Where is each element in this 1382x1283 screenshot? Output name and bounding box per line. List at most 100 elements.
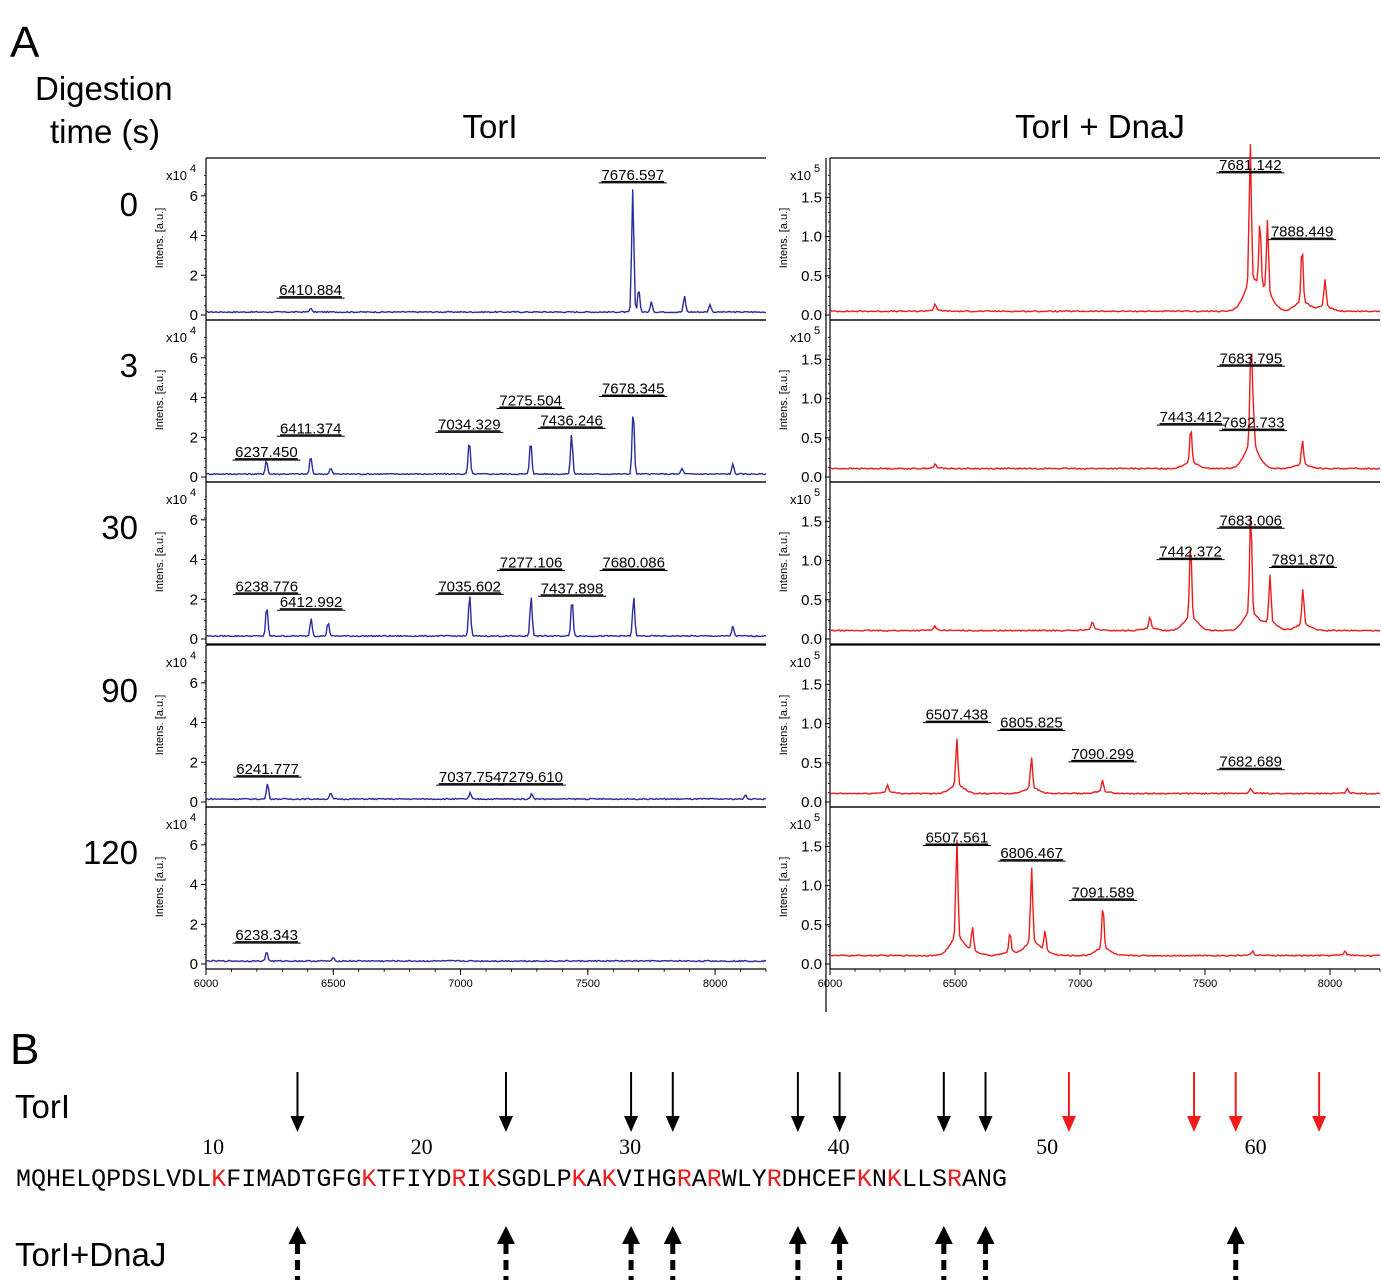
y-tick-label: 0 xyxy=(190,794,198,811)
y-tick-label: 2 xyxy=(190,916,198,933)
peak-label: 6806.467 xyxy=(1000,845,1063,862)
y-tick-label: 6 xyxy=(190,512,198,529)
residue: K xyxy=(856,1165,872,1194)
peak-label: 7683.006 xyxy=(1219,512,1282,529)
residue: G xyxy=(992,1165,1008,1194)
residue: F xyxy=(226,1165,242,1194)
y-axis-label: Intens. [a.u.] xyxy=(778,370,790,431)
y-axis-exponent-power: 5 xyxy=(814,812,820,824)
y-tick-label: 6 xyxy=(190,350,198,367)
peak-label: 6410.884 xyxy=(279,282,342,299)
digestion-label-2: time (s) xyxy=(50,113,160,150)
y-axis-label: Intens. [a.u.] xyxy=(154,532,166,593)
y-axis-exponent-power: 4 xyxy=(190,812,196,824)
y-axis-exponent-power: 4 xyxy=(190,163,196,175)
y-axis-exponent-power: 4 xyxy=(190,325,196,337)
y-tick-label: 0.5 xyxy=(801,268,822,285)
y-axis-exponent-power: 4 xyxy=(190,650,196,662)
residue: L xyxy=(151,1165,167,1194)
residue: G xyxy=(316,1165,332,1194)
spectrum-line xyxy=(830,516,1381,633)
residue: I xyxy=(631,1165,647,1194)
peak-label: 7680.086 xyxy=(602,554,665,571)
y-tick-label: 4 xyxy=(190,390,198,407)
y-tick-label: 0.5 xyxy=(801,430,822,447)
residue: D xyxy=(121,1165,137,1194)
peak-label: 6805.825 xyxy=(1000,715,1063,732)
y-tick-label: 6 xyxy=(190,188,198,205)
y-tick-label: 1.5 xyxy=(801,838,822,855)
peak-label: 7676.597 xyxy=(601,167,664,184)
peak-label: 6411.374 xyxy=(280,420,341,437)
peak-label: 6238.343 xyxy=(235,927,298,944)
residue: N xyxy=(871,1165,887,1194)
y-axis-exponent: x10 xyxy=(790,817,811,832)
cleavage-arrowhead xyxy=(832,1116,847,1132)
x-tick-label: 6000 xyxy=(194,978,218,990)
cleavage-arrowhead xyxy=(1187,1116,1202,1132)
residue: R xyxy=(706,1165,722,1194)
residue: S xyxy=(136,1165,152,1194)
residue: D xyxy=(781,1165,797,1194)
sequence-number: 40 xyxy=(827,1134,850,1159)
y-tick-label: 0 xyxy=(190,956,198,973)
x-tick-label: 6000 xyxy=(818,978,842,990)
protected-arrowhead xyxy=(934,1226,953,1244)
y-tick-label: 0.0 xyxy=(801,956,822,973)
residue: D xyxy=(436,1165,452,1194)
y-axis-label: Intens. [a.u.] xyxy=(778,857,790,918)
protein-sequence: MQHELQPDSLVDLKFIMADTGFGKTFIYDRIKSGDLPKAK… xyxy=(16,1165,1007,1194)
peak-label: 7682.689 xyxy=(1219,754,1282,771)
spectrum-line xyxy=(205,783,767,801)
cleavage-arrowhead xyxy=(790,1116,805,1132)
y-axis-exponent: x10 xyxy=(790,492,811,507)
residue: D xyxy=(286,1165,302,1194)
peak-label: 7279.610 xyxy=(500,769,563,786)
y-tick-label: 0.0 xyxy=(801,307,822,324)
y-tick-label: 1.5 xyxy=(801,676,822,693)
sequence-number: 20 xyxy=(410,1134,433,1159)
time-label-0: 0 xyxy=(119,186,138,223)
y-tick-label: 1.5 xyxy=(801,513,822,530)
y-axis-label: Intens. [a.u.] xyxy=(778,208,790,269)
peak-label: 6237.450 xyxy=(235,444,298,461)
digestion-label-1: Digestion xyxy=(35,70,173,107)
x-tick-label: 6500 xyxy=(943,978,967,990)
sequence-label-tori: TorI xyxy=(15,1088,71,1125)
y-tick-label: 0.0 xyxy=(801,794,822,811)
cleavage-arrowhead xyxy=(624,1116,639,1132)
y-tick-label: 1.0 xyxy=(801,229,822,246)
residue: F xyxy=(391,1165,407,1194)
peak-label: 7277.106 xyxy=(500,554,563,571)
y-axis-label: Intens. [a.u.] xyxy=(778,532,790,593)
y-tick-label: 1.0 xyxy=(801,391,822,408)
spectrum-line xyxy=(205,952,767,963)
peak-label: 7090.299 xyxy=(1071,746,1134,763)
residue: F xyxy=(331,1165,347,1194)
residue: M xyxy=(16,1165,32,1194)
peak-label: 7443.412 xyxy=(1160,409,1223,426)
cleavage-arrowhead xyxy=(498,1116,513,1132)
y-axis-exponent: x10 xyxy=(790,168,811,183)
y-tick-label: 0.0 xyxy=(801,631,822,648)
peak-label: 6238.776 xyxy=(235,578,298,595)
peak-label: 7692.733 xyxy=(1222,415,1285,432)
peak-label: 7275.504 xyxy=(499,392,562,409)
residue: L xyxy=(736,1165,752,1194)
peak-label: 7891.870 xyxy=(1272,552,1335,569)
cleavage-arrowhead xyxy=(978,1116,993,1132)
cleavage-arrowhead xyxy=(1228,1116,1243,1132)
residue: L xyxy=(916,1165,932,1194)
y-tick-label: 1.0 xyxy=(801,878,822,895)
protected-arrowhead xyxy=(496,1226,515,1244)
y-tick-label: 0 xyxy=(190,631,198,648)
cleavage-arrowhead xyxy=(290,1116,305,1132)
y-tick-label: 4 xyxy=(190,715,198,732)
y-tick-label: 1.0 xyxy=(801,716,822,733)
panel-label-a: A xyxy=(10,18,40,67)
residue: P xyxy=(556,1165,572,1194)
residue: I xyxy=(241,1165,257,1194)
y-axis-exponent: x10 xyxy=(166,655,187,670)
x-tick-label: 7000 xyxy=(448,978,472,990)
residue: D xyxy=(526,1165,542,1194)
